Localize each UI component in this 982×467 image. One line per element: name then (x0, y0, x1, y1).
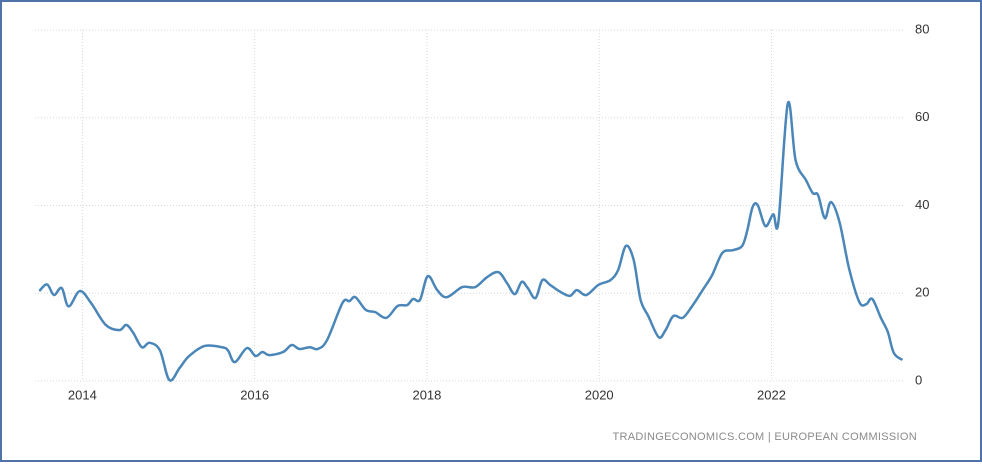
x-tick-label: 2022 (757, 387, 786, 402)
x-tick-label: 2020 (585, 387, 614, 402)
y-tick-label: 40 (915, 197, 929, 212)
x-tick-label: 2018 (412, 387, 441, 402)
data-line (38, 100, 904, 382)
y-tick-label: 0 (915, 372, 922, 387)
x-tick-label: 2016 (240, 387, 269, 402)
y-tick-label: 60 (915, 109, 929, 124)
y-tick-label: 20 (915, 285, 929, 300)
source: TRADINGECONOMICS.COM | EUROPEAN COMMISSI… (612, 431, 917, 443)
x-tick-label: 2014 (68, 387, 97, 402)
y-tick-label: 80 (915, 21, 929, 36)
